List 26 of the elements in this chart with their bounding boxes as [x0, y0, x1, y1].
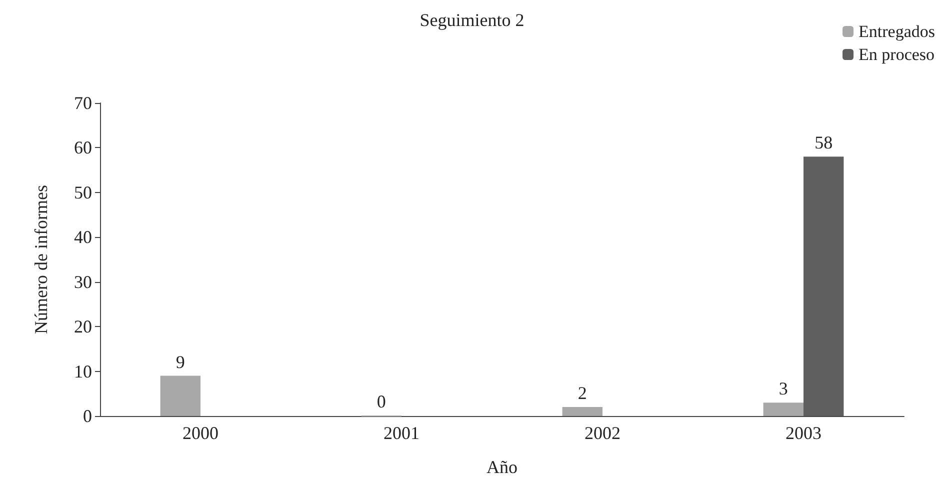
- chart-title: Seguimiento 2: [420, 10, 524, 30]
- y-tick-label: 30: [74, 272, 92, 292]
- y-tick-label: 10: [74, 361, 92, 382]
- y-tick-label: 50: [74, 182, 92, 202]
- y-axis-title: Número de informes: [31, 185, 51, 334]
- data-label: 9: [176, 352, 185, 372]
- x-tick-label: 2003: [786, 423, 822, 443]
- bar: [804, 156, 844, 416]
- data-label: 3: [778, 378, 788, 399]
- data-label: 58: [814, 132, 833, 153]
- legend-label: Entregados: [858, 22, 936, 41]
- y-tick-label: 20: [74, 316, 92, 337]
- x-tick-label: 2001: [384, 423, 420, 443]
- bar: [562, 407, 602, 416]
- x-tick-label: 2002: [584, 423, 620, 443]
- y-tick-label: 40: [74, 227, 92, 248]
- x-axis-title: Año: [486, 457, 518, 477]
- y-tick-label: 60: [74, 138, 92, 158]
- y-tick-label: 0: [83, 406, 92, 426]
- x-tick-label: 2000: [182, 423, 218, 443]
- y-tick-label: 70: [74, 93, 92, 113]
- data-label: 0: [376, 392, 386, 412]
- bar: [160, 376, 200, 416]
- bar: [763, 402, 804, 416]
- legend-label: En proceso: [858, 45, 935, 64]
- data-label: 2: [578, 383, 587, 404]
